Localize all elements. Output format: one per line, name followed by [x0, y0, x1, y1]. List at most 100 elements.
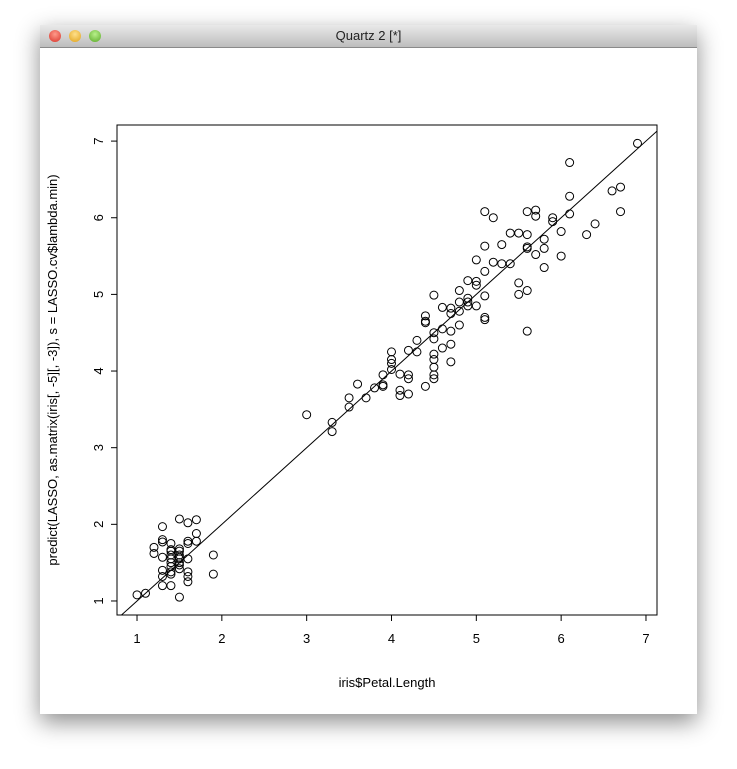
point — [471, 280, 481, 290]
close-button[interactable] — [49, 30, 61, 42]
point — [157, 535, 167, 545]
point — [166, 581, 176, 591]
point — [505, 228, 515, 238]
point — [539, 234, 549, 244]
point — [522, 243, 532, 253]
point — [480, 312, 490, 322]
point — [454, 320, 464, 330]
y-tick-label: 4 — [91, 367, 106, 374]
y-tick-label: 3 — [91, 444, 106, 451]
point — [412, 347, 422, 357]
point — [166, 567, 176, 577]
point — [149, 548, 159, 558]
point — [420, 318, 430, 328]
point — [429, 362, 439, 372]
point — [429, 374, 439, 384]
point — [632, 138, 642, 148]
point — [522, 230, 532, 240]
point — [539, 243, 549, 253]
point — [208, 569, 218, 579]
point — [395, 391, 405, 401]
point — [429, 328, 439, 338]
point — [480, 315, 490, 325]
minimize-button[interactable] — [69, 30, 81, 42]
point — [548, 213, 558, 223]
point — [344, 402, 354, 412]
point — [183, 571, 193, 581]
point — [497, 259, 507, 269]
y-tick-label: 5 — [91, 291, 106, 298]
point — [480, 266, 490, 276]
point — [174, 514, 184, 524]
point — [607, 186, 617, 196]
x-tick-label: 1 — [133, 631, 140, 646]
point — [412, 335, 422, 345]
point — [565, 158, 575, 168]
point — [344, 393, 354, 403]
y-tick-label: 7 — [91, 137, 106, 144]
point — [174, 560, 184, 570]
point — [565, 191, 575, 201]
x-tick-label: 3 — [303, 631, 310, 646]
point — [302, 410, 312, 420]
point — [480, 291, 490, 301]
point — [471, 255, 481, 265]
y-tick-label: 2 — [91, 521, 106, 528]
point — [497, 240, 507, 250]
point — [395, 369, 405, 379]
point — [174, 564, 184, 574]
point — [488, 213, 498, 223]
point — [191, 529, 201, 539]
point — [420, 381, 430, 391]
point — [514, 289, 524, 299]
point — [183, 567, 193, 577]
window-title: Quartz 2 [*] — [335, 28, 402, 43]
point — [556, 251, 566, 261]
point — [403, 374, 413, 384]
point — [616, 207, 626, 217]
point — [386, 347, 396, 357]
point — [191, 536, 201, 546]
point — [157, 581, 167, 591]
point — [446, 303, 456, 313]
point — [446, 357, 456, 367]
x-tick-label: 6 — [558, 631, 565, 646]
point — [531, 211, 541, 221]
point — [429, 334, 439, 344]
point — [429, 355, 439, 365]
point — [132, 590, 142, 600]
point — [157, 552, 167, 562]
zoom-button[interactable] — [89, 30, 101, 42]
point — [471, 301, 481, 311]
point — [514, 278, 524, 288]
point — [556, 227, 566, 237]
point — [141, 588, 151, 598]
point — [488, 257, 498, 267]
point — [403, 345, 413, 355]
point — [183, 577, 193, 587]
point — [616, 182, 626, 192]
y-axis-label: predict(LASSO, as.matrix(iris[, -5][, -3… — [45, 174, 60, 565]
point — [183, 518, 193, 528]
point — [480, 241, 490, 251]
point — [370, 383, 380, 393]
point — [395, 385, 405, 395]
point — [429, 290, 439, 300]
point — [446, 309, 456, 319]
point — [505, 259, 515, 269]
point — [514, 228, 524, 238]
x-tick-label: 4 — [388, 631, 395, 646]
point — [386, 358, 396, 368]
point — [446, 326, 456, 336]
point — [166, 569, 176, 579]
point — [539, 263, 549, 273]
point — [361, 393, 371, 403]
point — [531, 205, 541, 215]
x-axis-label: iris$Petal.Length — [339, 675, 436, 690]
point — [157, 565, 167, 575]
point — [157, 571, 167, 581]
point — [208, 550, 218, 560]
point — [582, 230, 592, 240]
point — [480, 207, 490, 217]
